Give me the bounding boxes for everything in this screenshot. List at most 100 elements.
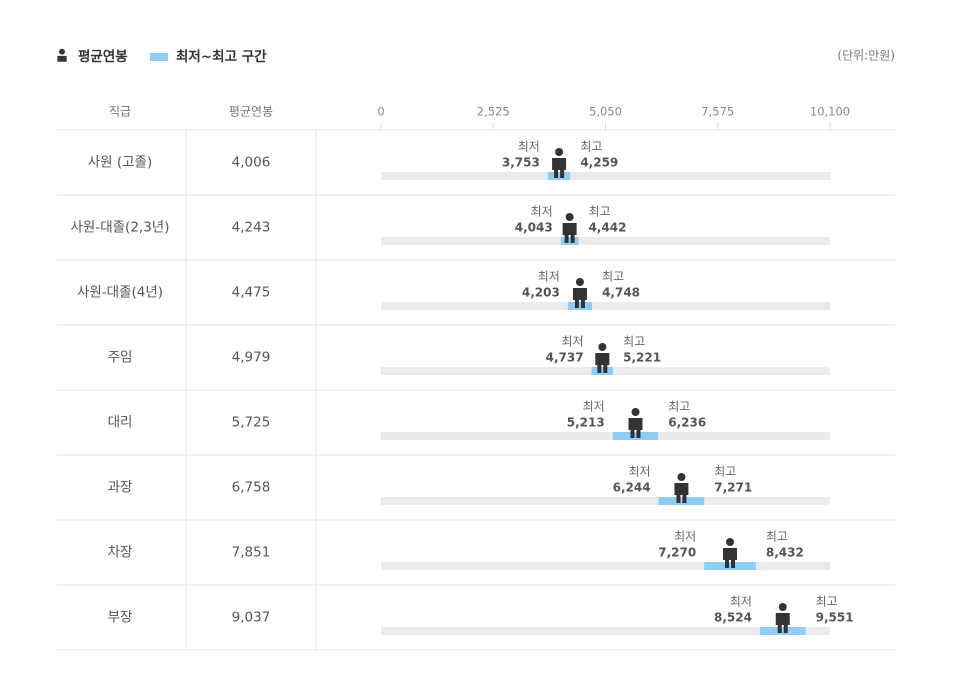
max-value: 4,442 (588, 221, 626, 235)
average-marker (775, 603, 790, 633)
range-bar (591, 367, 614, 375)
max-label: 최고 (816, 595, 838, 609)
range-bar (560, 237, 579, 245)
max-label: 최고 (588, 205, 610, 219)
max-value: 5,221 (623, 351, 661, 365)
average-marker (628, 408, 643, 438)
track (381, 432, 830, 440)
rank-label: 과장 (108, 480, 133, 496)
rank-label: 사원-대졸(2,3년) (71, 220, 170, 236)
legend-range: 최저~최고 구간 (176, 48, 267, 65)
marker-body (775, 613, 790, 633)
marker-body (562, 223, 577, 243)
range-bar (759, 627, 806, 635)
legend-average: 평균연봉 (78, 48, 128, 65)
marker-body (674, 483, 689, 503)
marker-body (628, 418, 643, 438)
average-cell: 4,475 (232, 285, 271, 301)
rank-label: 사원-대졸(4년) (77, 285, 163, 301)
marker-head (555, 148, 564, 156)
range-bar (567, 302, 593, 310)
min-label: 최저 (730, 595, 752, 609)
min-value: 5,213 (567, 416, 605, 430)
range-bar (612, 432, 659, 440)
range-bar (704, 562, 756, 570)
average-marker (595, 343, 610, 373)
max-label: 최고 (580, 140, 602, 154)
max-label: 최고 (623, 335, 645, 349)
marker-body (595, 353, 610, 373)
track (381, 562, 830, 570)
legend-icon (57, 48, 67, 62)
average-cell: 6,758 (232, 480, 271, 496)
rank-label: 대리 (108, 415, 133, 431)
min-label: 최저 (561, 335, 583, 349)
max-value: 8,432 (766, 546, 804, 560)
min-value: 4,737 (546, 351, 584, 365)
x-tick-label: 7,575 (701, 105, 734, 119)
max-value: 4,259 (580, 156, 618, 170)
marker-body (572, 288, 587, 308)
marker-head (565, 213, 574, 221)
track (381, 237, 830, 245)
min-label: 최저 (674, 530, 696, 544)
marker-body (552, 158, 567, 178)
track (381, 302, 830, 310)
max-label: 최고 (714, 465, 736, 479)
rank-label: 주임 (108, 350, 133, 366)
average-marker (562, 213, 577, 243)
average-marker (552, 148, 567, 178)
max-value: 7,271 (714, 481, 752, 495)
track (381, 497, 830, 505)
average-cell: 4,006 (232, 155, 271, 171)
average-cell: 4,243 (232, 220, 271, 236)
average-cell: 5,725 (232, 415, 271, 431)
marker-head (631, 408, 640, 416)
min-value: 4,043 (515, 221, 553, 235)
average-cell: 9,037 (232, 610, 271, 626)
marker-head (778, 603, 787, 611)
min-value: 3,753 (502, 156, 540, 170)
legend-swatch (150, 53, 168, 61)
track (381, 172, 830, 180)
average-marker (572, 278, 587, 308)
min-label: 최저 (518, 140, 540, 154)
marker-body (723, 548, 738, 568)
min-value: 4,203 (522, 286, 560, 300)
unit-label: (단위:만원) (837, 49, 895, 63)
average-marker (674, 473, 689, 503)
column-header: 평균연봉 (229, 105, 273, 119)
average-marker (723, 538, 738, 568)
range-bar (547, 172, 571, 180)
rank-label: 차장 (108, 545, 133, 561)
max-value: 9,551 (816, 611, 854, 625)
rank-label: 부장 (108, 610, 133, 626)
marker-head (677, 473, 686, 481)
min-label: 최저 (538, 270, 560, 284)
column-header: 직급 (109, 105, 131, 119)
average-cell: 7,851 (232, 545, 271, 561)
min-value: 8,524 (714, 611, 752, 625)
marker-head (726, 538, 735, 546)
max-label: 최고 (766, 530, 788, 544)
min-label: 최저 (628, 465, 650, 479)
max-label: 최고 (602, 270, 624, 284)
marker-head (598, 343, 607, 351)
max-value: 4,748 (602, 286, 640, 300)
max-value: 6,236 (668, 416, 706, 430)
min-label: 최저 (583, 400, 605, 414)
average-cell: 4,979 (232, 350, 271, 366)
marker-head (575, 278, 584, 286)
rank-label: 사원 (고졸) (88, 155, 153, 171)
x-tick-label: 5,050 (589, 105, 622, 119)
min-label: 최저 (531, 205, 553, 219)
range-bar (658, 497, 705, 505)
x-tick-label: 0 (377, 105, 384, 119)
max-label: 최고 (668, 400, 690, 414)
track (381, 627, 830, 635)
x-tick-label: 10,100 (810, 105, 850, 119)
x-tick-label: 2,525 (477, 105, 510, 119)
min-value: 6,244 (613, 481, 651, 495)
min-value: 7,270 (658, 546, 696, 560)
